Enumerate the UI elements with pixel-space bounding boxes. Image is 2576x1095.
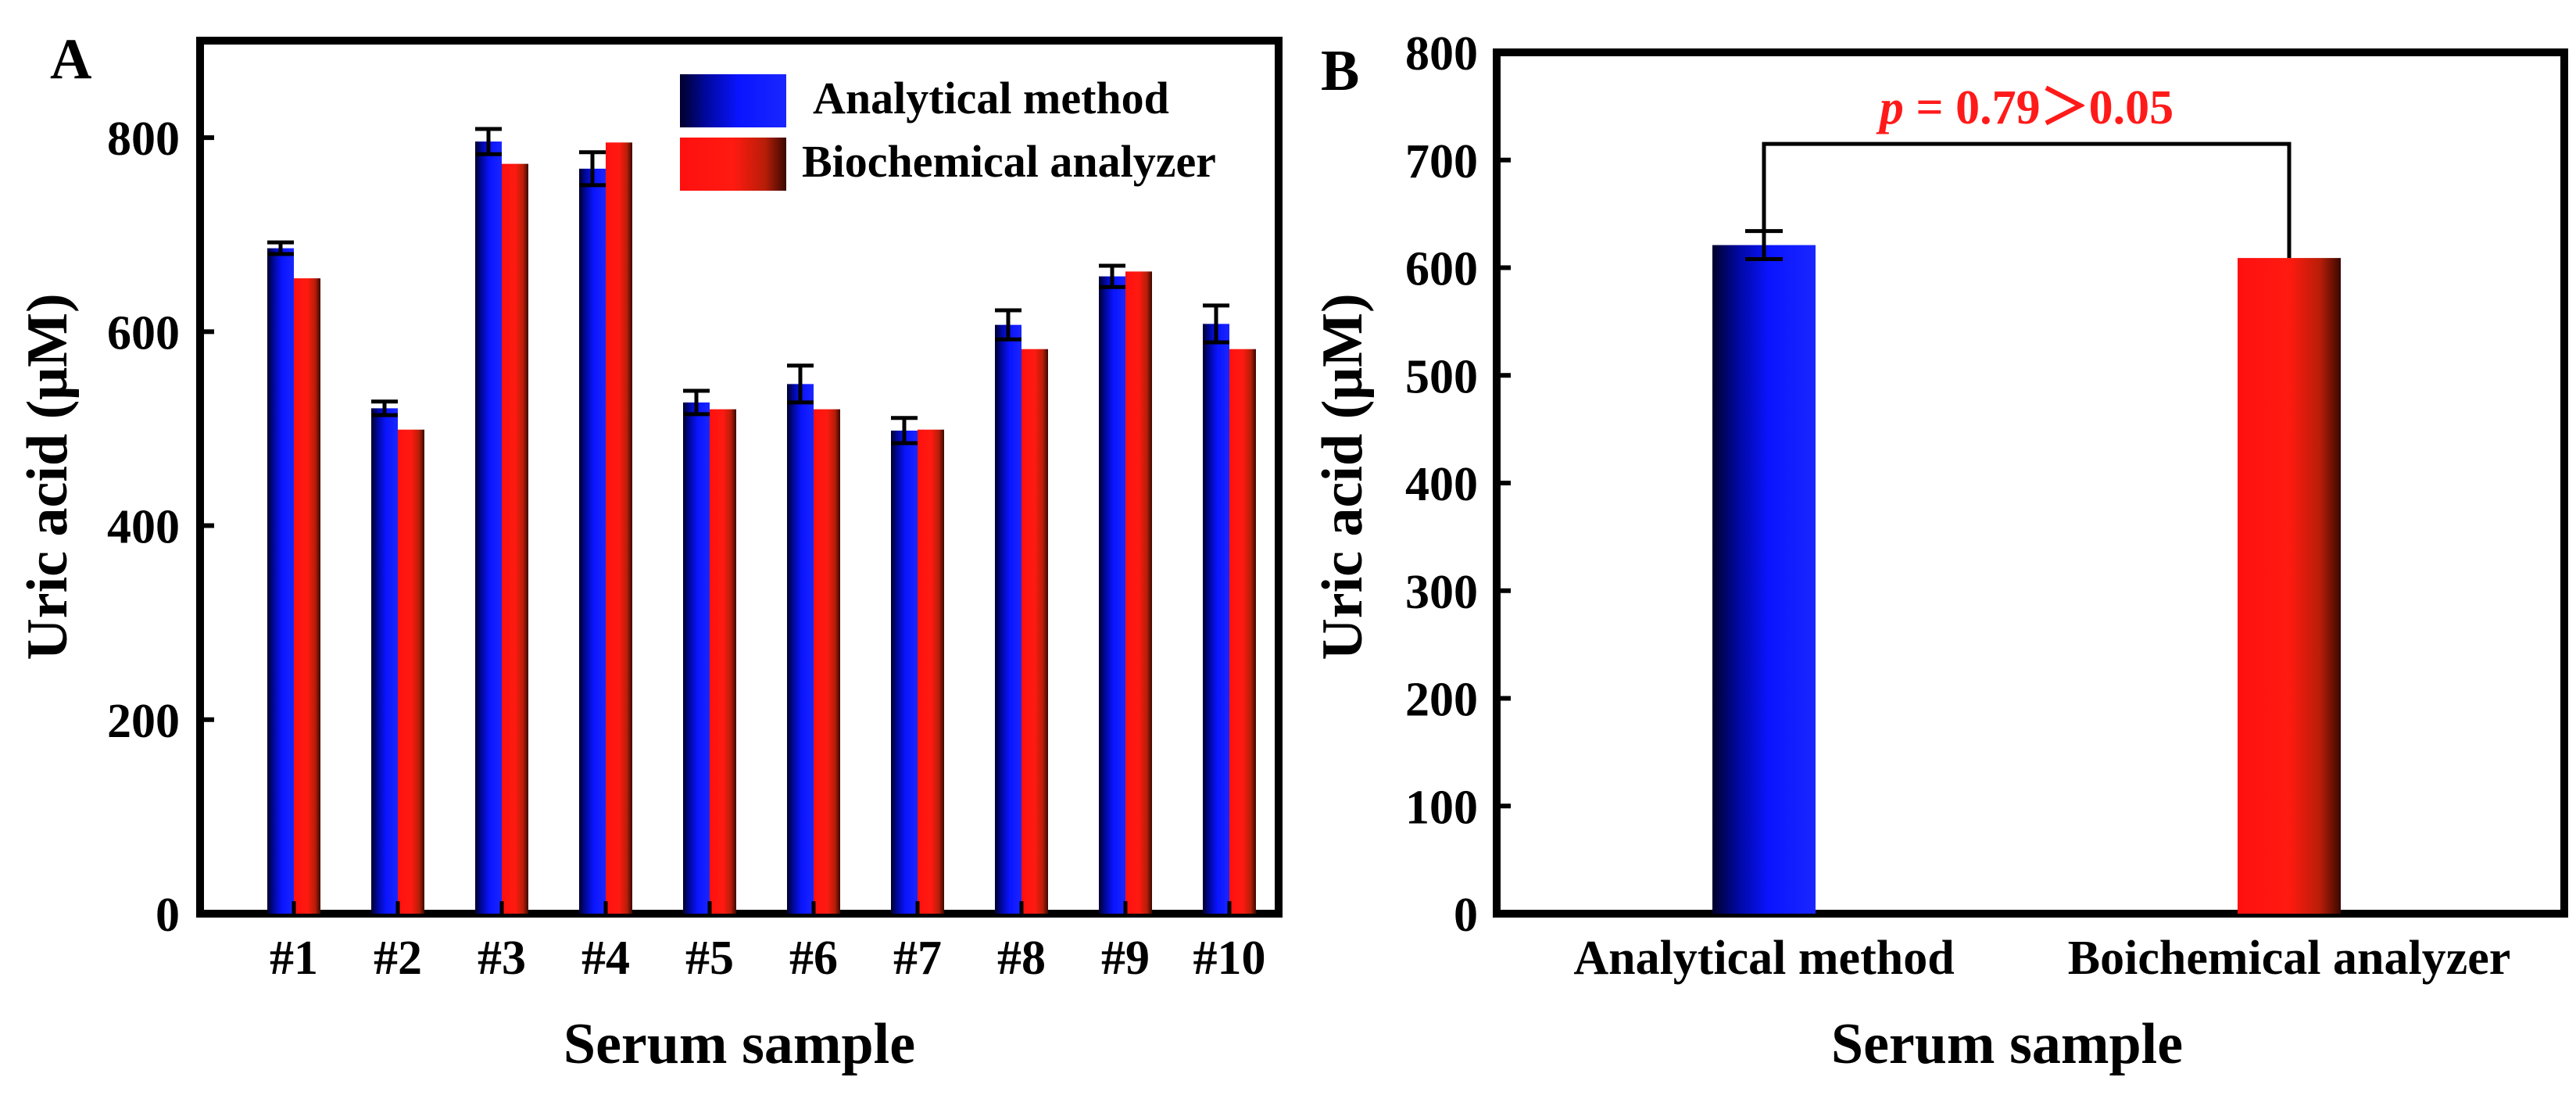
bar-biochemical-10 [1229, 349, 1256, 914]
bar-biochemical-3 [502, 163, 528, 914]
bar-analytical-method [1712, 245, 1816, 914]
y-tick-label: 800 [107, 113, 180, 166]
bar-biochemical-9 [1125, 271, 1152, 914]
y-tick-label: 400 [107, 501, 180, 554]
bar-analytical-9 [1099, 276, 1125, 914]
panel-a-label: A [50, 27, 91, 91]
bar-analytical-3 [475, 141, 502, 914]
bar-biochemical-8 [1021, 349, 1048, 914]
panel-a-y-axis-label: Uric acid (μM) [16, 293, 80, 660]
y-tick-label: 600 [1405, 243, 1478, 296]
y-tick-label: 800 [1405, 27, 1478, 81]
x-tick-label: #6 [789, 932, 838, 985]
panel-a-legend: Analytical method Biochemical analyzer [680, 73, 1216, 191]
y-tick-label: 700 [1405, 135, 1478, 188]
x-tick-label: Boichemical analyzer [2068, 932, 2510, 985]
y-tick-label: 400 [1405, 458, 1478, 511]
x-tick-label: #8 [997, 932, 1046, 985]
legend-swatch-biochemical [680, 138, 786, 191]
bar-biochemical-6 [814, 409, 840, 914]
bar-analytical-2 [371, 408, 398, 914]
x-tick-label: #5 [685, 932, 734, 985]
y-tick-label: 0 [156, 889, 180, 942]
bar-analytical-4 [579, 168, 606, 914]
x-tick-label: #7 [893, 932, 942, 985]
x-tick-label: Analytical method [1573, 932, 1954, 985]
bar-analytical-7 [891, 430, 918, 914]
legend-label-analytical: Analytical method [813, 73, 1169, 123]
panel-b-y-axis-label: Uric acid (μM) [1311, 293, 1375, 660]
y-tick-label: 300 [1405, 566, 1478, 619]
panel-a-bars [267, 127, 1256, 914]
panel-a-y-ticks: 0 200 400 600 800 [107, 113, 214, 942]
x-tick-label: #2 [374, 932, 422, 985]
bar-analytical-5 [683, 402, 710, 914]
bar-biochemical-4 [606, 142, 632, 914]
panel-a: A 0 200 400 600 800 #1 #2 #3 #4 #5 #6 #7 #8 #9 #10 Ur… [16, 27, 1283, 1076]
x-tick-label: #3 [478, 932, 526, 985]
bar-biochemical-5 [710, 409, 736, 914]
panel-b: B 0 100 200 300 400 500 600 700 800 Analytical m… [1311, 27, 2568, 1076]
bar-analytical-1 [267, 248, 294, 914]
panel-b-bars [1712, 229, 2341, 914]
legend-label-biochemical: Biochemical analyzer [802, 136, 1216, 187]
bar-biochemical-2 [398, 429, 424, 914]
x-tick-label: #9 [1101, 932, 1150, 985]
bar-biochemical-analyzer [2238, 258, 2341, 914]
bar-analytical-8 [995, 324, 1021, 914]
panel-b-x-axis-label: Serum sample [1831, 1012, 2183, 1076]
bar-biochemical-1 [294, 278, 320, 914]
significance-bracket [1762, 141, 2292, 259]
x-tick-label: #1 [270, 932, 318, 985]
y-tick-label: 600 [107, 306, 180, 360]
bar-analytical-10 [1203, 324, 1229, 914]
x-tick-label: #4 [581, 932, 630, 985]
p-symbol: p [1876, 81, 1904, 134]
y-tick-label: 200 [1405, 674, 1478, 727]
p-value-text: = 0.79＞0.05 [1904, 81, 2174, 134]
p-value-annotation: p = 0.79＞0.05 [1876, 81, 2174, 134]
y-tick-label: 100 [1405, 781, 1478, 834]
bar-biochemical-7 [918, 429, 944, 914]
panel-b-significance: p = 0.79＞0.05 [1762, 81, 2292, 259]
panel-a-x-ticks: #1 #2 #3 #4 #5 #6 #7 #8 #9 #10 [270, 901, 1266, 985]
x-tick-label: #10 [1193, 932, 1266, 985]
panel-b-x-ticks: Analytical method Boichemical analyzer [1573, 932, 2510, 985]
y-tick-label: 0 [1454, 889, 1478, 942]
panel-b-plot-frame [1493, 48, 2568, 918]
panel-b-y-ticks: 0 100 200 300 400 500 600 700 800 [1405, 27, 1511, 942]
panel-a-x-axis-label: Serum sample [564, 1012, 915, 1076]
panel-a-plot-frame [196, 37, 1283, 918]
panel-b-label: B [1321, 39, 1359, 103]
y-tick-label: 200 [107, 695, 180, 748]
bar-analytical-6 [787, 384, 814, 914]
y-tick-label: 500 [1405, 350, 1478, 403]
legend-swatch-analytical [680, 74, 786, 127]
